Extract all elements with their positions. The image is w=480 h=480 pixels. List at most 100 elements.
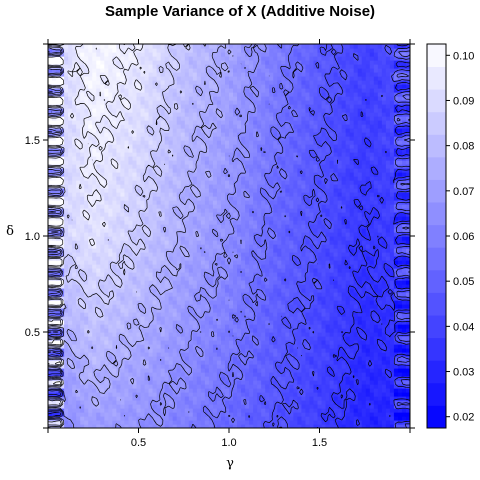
heatmap-cell — [269, 280, 274, 285]
heatmap-cell — [52, 292, 57, 297]
heatmap-cell — [88, 296, 93, 301]
heatmap-cell — [88, 388, 93, 393]
heatmap-cell — [96, 240, 101, 245]
heatmap-cell — [369, 360, 375, 365]
heatmap-cell — [160, 376, 166, 381]
heatmap-cell — [116, 204, 121, 209]
heatmap-cell — [188, 328, 194, 333]
heatmap-cell — [257, 272, 262, 277]
heatmap-cell — [148, 224, 154, 229]
heatmap-cell — [385, 260, 391, 265]
heatmap-cell — [321, 396, 327, 401]
heatmap-cell — [140, 220, 146, 225]
heatmap-cell — [297, 348, 302, 353]
heatmap-cell — [140, 360, 146, 365]
heatmap-cell — [237, 408, 242, 413]
heatmap-cell — [325, 296, 331, 301]
heatmap-cell — [124, 388, 130, 393]
heatmap-cell — [261, 352, 266, 357]
heatmap-cell — [56, 212, 61, 217]
heatmap-cell — [64, 348, 69, 353]
heatmap-cell — [377, 404, 383, 409]
heatmap-cell — [285, 400, 290, 405]
heatmap-cell — [208, 336, 214, 341]
heatmap-cell — [361, 368, 367, 373]
heatmap-cell — [56, 400, 61, 405]
heatmap-cell — [72, 424, 77, 428]
heatmap-cell — [353, 304, 359, 309]
heatmap-cell — [389, 400, 395, 405]
heatmap-cell — [281, 356, 286, 361]
heatmap-cell — [172, 264, 178, 269]
heatmap-cell — [204, 284, 210, 289]
heatmap-cell — [168, 264, 174, 269]
heatmap-cell — [405, 356, 410, 361]
heatmap-cell — [333, 316, 339, 321]
heatmap-cell — [76, 344, 81, 349]
heatmap-cell — [237, 252, 242, 257]
heatmap-cell — [112, 392, 117, 397]
heatmap-cell — [164, 244, 170, 249]
heatmap-cell — [317, 280, 323, 285]
heatmap-cell — [381, 424, 387, 428]
heatmap-cell — [120, 284, 126, 289]
heatmap-cell — [192, 416, 198, 421]
heatmap-cell — [96, 292, 101, 297]
heatmap-cell — [64, 296, 69, 301]
heatmap-cell — [216, 364, 222, 369]
heatmap-cell — [397, 400, 403, 405]
heatmap-cell — [176, 308, 182, 313]
heatmap-cell — [96, 376, 101, 381]
heatmap-cell — [333, 304, 339, 309]
heatmap-cell — [124, 284, 130, 289]
heatmap-cell — [168, 336, 174, 341]
heatmap-cell — [269, 304, 274, 309]
heatmap-cell — [68, 368, 73, 373]
heatmap-cell — [188, 272, 194, 277]
heatmap-cell — [224, 376, 230, 381]
heatmap-cell — [385, 360, 391, 365]
heatmap-cell — [220, 360, 226, 365]
heatmap-cell — [361, 220, 367, 225]
heatmap-cell — [184, 280, 190, 285]
heatmap-cell — [108, 324, 113, 329]
heatmap-cell — [297, 252, 302, 257]
heatmap-cell — [188, 236, 194, 241]
heatmap-cell — [257, 372, 262, 377]
heatmap-cell — [273, 360, 278, 365]
heatmap-cell — [64, 356, 69, 361]
heatmap-cell — [128, 392, 134, 397]
heatmap-cell — [393, 336, 399, 341]
heatmap-cell — [224, 320, 230, 325]
heatmap-cell — [361, 376, 367, 381]
heatmap-cell — [204, 420, 210, 425]
heatmap-cell — [88, 304, 93, 309]
heatmap-cell — [329, 264, 335, 269]
heatmap-cell — [357, 264, 363, 269]
heatmap-cell — [321, 292, 327, 297]
heatmap-cell — [377, 416, 383, 421]
heatmap-cell — [188, 264, 194, 269]
heatmap-cell — [48, 360, 53, 365]
heatmap-cell — [168, 300, 174, 305]
heatmap-cell — [297, 288, 302, 293]
heatmap-cell — [196, 420, 202, 425]
heatmap-cell — [385, 300, 391, 305]
heatmap-cell — [313, 252, 319, 257]
heatmap-cell — [237, 288, 242, 293]
heatmap-cell — [233, 284, 238, 289]
heatmap-cell — [237, 308, 242, 313]
heatmap-cell — [337, 336, 343, 341]
heatmap-cell — [357, 220, 363, 225]
heatmap-cell — [124, 228, 130, 233]
heatmap-cell — [241, 408, 246, 413]
heatmap-cell — [192, 236, 198, 241]
heatmap-cell — [273, 308, 278, 313]
heatmap-cell — [353, 300, 359, 305]
heatmap-cell — [200, 236, 206, 241]
heatmap-cell — [136, 324, 142, 329]
heatmap-cell — [281, 312, 286, 317]
heatmap-cell — [196, 372, 202, 377]
heatmap-cell — [192, 424, 198, 428]
